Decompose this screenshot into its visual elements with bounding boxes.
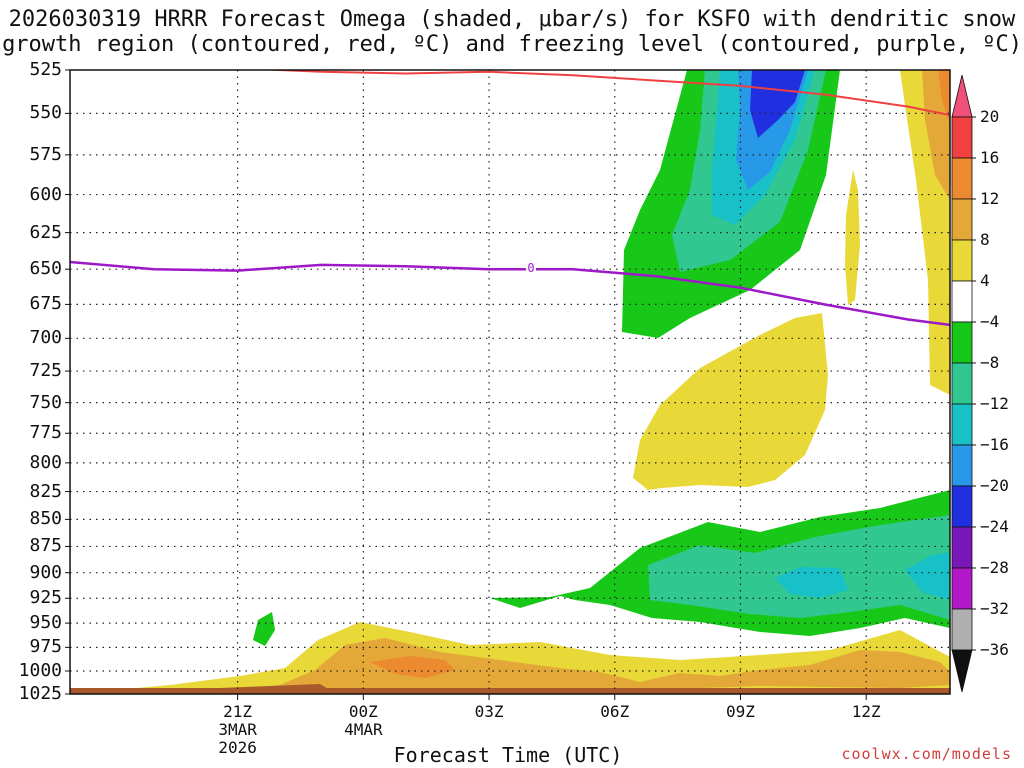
y-tick-label: 775 xyxy=(29,422,62,444)
x-tick-label: 03Z xyxy=(474,702,504,721)
x-tick-label: 09Z xyxy=(726,702,755,721)
x-tick-label: 4MAR xyxy=(344,720,383,739)
colorbar-swatch xyxy=(951,157,973,200)
colorbar-swatch xyxy=(951,362,973,405)
colorbar-swatch xyxy=(951,649,973,693)
colorbar-swatch xyxy=(951,485,973,528)
y-tick-label: 800 xyxy=(29,451,62,473)
terrain-ground-detail xyxy=(215,684,330,690)
freezing-level-label: 0 xyxy=(525,261,536,275)
y-tick-label: 950 xyxy=(29,612,62,634)
colorbar-label: 8 xyxy=(980,230,990,249)
y-tick-label: 575 xyxy=(29,143,62,165)
chart-title-line2: growth region (contoured, red, ºC) and f… xyxy=(2,32,1022,57)
x-tick-label: 06Z xyxy=(600,702,630,721)
colorbar xyxy=(951,74,976,693)
omega-region-small-descent xyxy=(845,170,860,305)
colorbar-label: 12 xyxy=(980,189,1000,208)
omega-region-upper-max-ascent xyxy=(750,70,805,138)
x-ticks xyxy=(237,694,867,700)
colorbar-swatch xyxy=(951,116,973,159)
omega-region-isolated-ascent xyxy=(253,612,275,646)
colorbar-label: 16 xyxy=(980,148,1000,167)
y-tick-label: 675 xyxy=(29,293,62,315)
terrain-ground xyxy=(70,688,950,694)
colorbar-label: −20 xyxy=(980,476,1009,495)
x-tick-label: 00Z xyxy=(348,702,378,721)
x-tick-label: 2026 xyxy=(218,738,257,757)
colorbar-swatch xyxy=(951,321,973,364)
x-tick-label: 3MAR xyxy=(218,720,257,739)
chart-title-line1: 2026030319 HRRR Forecast Omega (shaded, … xyxy=(8,7,1016,32)
omega-region-bl-descent-strong xyxy=(220,638,950,692)
colorbar-label: −28 xyxy=(980,558,1009,577)
colorbar-label: −32 xyxy=(980,599,1009,618)
y-tick-label: 875 xyxy=(29,535,62,557)
colorbar-label: 20 xyxy=(980,107,1000,126)
y-tick-label: 900 xyxy=(29,561,62,583)
colorbar-label: −4 xyxy=(980,312,1000,331)
y-tick-label: 700 xyxy=(29,327,62,349)
y-tick-label: 1000 xyxy=(18,659,62,681)
omega-region-mid-descent xyxy=(633,313,828,490)
grid-lines xyxy=(65,69,950,695)
y-tick-label: 850 xyxy=(29,508,62,530)
colorbar-swatch xyxy=(951,74,973,118)
colorbar-label: −12 xyxy=(980,394,1009,413)
watermark: coolwx.com/models xyxy=(841,745,1012,763)
colorbar-label: −8 xyxy=(980,353,1000,372)
y-tick-label: 625 xyxy=(29,221,62,243)
y-tick-label: 1025 xyxy=(18,683,62,704)
omega-region-bl-descent-max xyxy=(370,656,455,678)
y-tick-label: 975 xyxy=(29,636,62,658)
colorbar-swatch xyxy=(951,608,973,651)
x-tick-label: 12Z xyxy=(851,702,881,721)
colorbar-label: −16 xyxy=(980,435,1009,454)
y-tick-label: 825 xyxy=(29,480,62,502)
colorbar-label: −36 xyxy=(980,640,1009,659)
y-tick-label: 725 xyxy=(29,360,62,382)
colorbar-swatch xyxy=(951,239,973,282)
omega-region-low-strong-ascent xyxy=(775,567,848,598)
svg-text:0: 0 xyxy=(527,261,534,275)
y-tick-label: 600 xyxy=(29,183,62,205)
y-tick-label: 525 xyxy=(29,59,62,80)
colorbar-label: 4 xyxy=(980,271,990,290)
y-tick-label: 550 xyxy=(29,102,62,124)
omega-region-right-descent-max xyxy=(938,70,950,125)
y-tick-label: 650 xyxy=(29,258,62,280)
colorbar-swatch xyxy=(951,198,973,241)
colorbar-swatch xyxy=(951,280,973,323)
colorbar-swatch xyxy=(951,444,973,487)
omega-shading xyxy=(70,70,950,694)
colorbar-swatch xyxy=(951,567,973,610)
y-tick-label: 750 xyxy=(29,391,62,413)
colorbar-swatch xyxy=(951,526,973,569)
x-axis-title: Forecast Time (UTC) xyxy=(393,743,623,767)
plot-frame xyxy=(69,69,951,695)
omega-region-low-strong-ascent-right xyxy=(905,552,950,600)
colorbar-label: −24 xyxy=(980,517,1009,536)
y-tick-label: 925 xyxy=(29,587,62,609)
colorbar-swatch xyxy=(951,403,973,446)
x-tick-label: 21Z xyxy=(223,702,253,721)
